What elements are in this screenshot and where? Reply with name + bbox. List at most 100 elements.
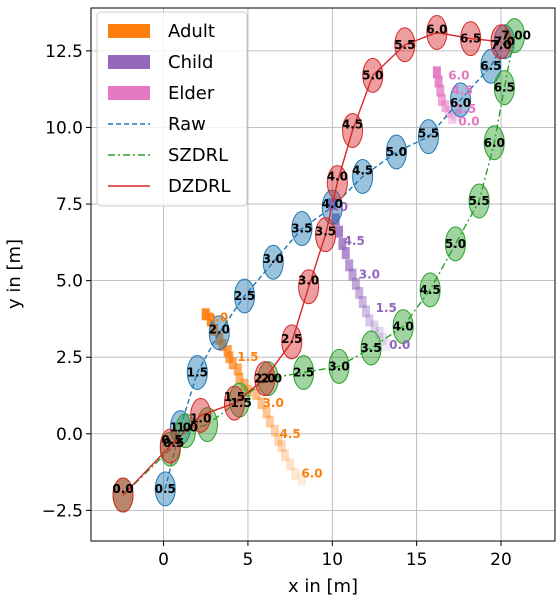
child-time-label: 3.0 <box>327 200 348 214</box>
szdrl-robot-marker <box>444 226 466 262</box>
szdrl-robot-marker <box>419 272 441 308</box>
child-pedestrian-marker <box>351 277 360 290</box>
series-layer <box>112 15 526 513</box>
dzdrl-time-label: 1.5 <box>224 390 245 404</box>
dzdrl-time-label: 0.0 <box>112 482 133 496</box>
legend-swatch-elder <box>108 86 150 100</box>
szdrl-robot-marker <box>504 18 526 54</box>
legend-label-raw: Raw <box>168 114 206 135</box>
dzdrl-robot-marker <box>190 397 212 433</box>
dzdrl-time-label: 4.5 <box>342 117 363 131</box>
dzdrl-robot-marker <box>298 269 320 305</box>
raw-time-label: 5.0 <box>386 145 407 159</box>
adult-pedestrian-marker <box>225 351 234 364</box>
y-tick-label: 2.5 <box>56 348 83 368</box>
adult-time-label: 0.0 <box>207 310 228 324</box>
szdrl-robot-marker <box>293 355 315 391</box>
adult-pedestrian-marker <box>262 406 271 419</box>
y-axis-label: y in [m] <box>4 239 25 309</box>
raw-robot-marker <box>385 134 407 170</box>
dzdrl-robot-marker <box>254 361 276 397</box>
szdrl-time-label: 5.5 <box>468 194 489 208</box>
dzdrl-time-label: 5.0 <box>362 68 383 82</box>
raw-time-label: 7.0 <box>494 35 515 49</box>
x-tick-label: 15 <box>406 550 428 570</box>
adult-pedestrian-marker <box>270 424 279 437</box>
child-pedestrian-marker <box>341 247 350 260</box>
child-time-label: 0.0 <box>389 338 410 352</box>
szdrl-robot-marker <box>468 183 490 219</box>
raw-robot-marker <box>291 211 313 247</box>
annotation-layer: 0.01.53.04.56.03.04.53.01.50.06.04.51.50… <box>112 22 531 495</box>
adult-pedestrian-marker <box>297 473 306 486</box>
child-pedestrian-marker <box>348 268 357 281</box>
szdrl-time-label: 3.0 <box>328 359 349 373</box>
raw-robot-marker <box>262 244 284 280</box>
adult-pedestrian-marker <box>206 314 215 327</box>
szdrl-robot-marker <box>493 70 515 106</box>
elder-time-label: 4.5 <box>452 84 473 98</box>
dzdrl-robot-marker <box>342 113 364 149</box>
dzdrl-time-label: 7.0 <box>490 38 511 52</box>
raw-time-label: 3.0 <box>263 252 284 266</box>
raw-time-label: 6.5 <box>480 59 501 73</box>
dzdrl-time-label: 0.5 <box>161 433 182 447</box>
elder-time-label: 1.5 <box>455 102 476 116</box>
legend-label-elder: Elder <box>168 83 215 104</box>
dzdrl-robot-marker <box>460 21 482 57</box>
dzdrl-robot-marker <box>326 165 348 201</box>
child-pedestrian-marker <box>375 326 384 339</box>
legend-label-child: Child <box>168 52 213 73</box>
szdrl-time-label: 0.5 <box>163 436 184 450</box>
szdrl-time-label: 6.0 <box>484 136 505 150</box>
child-pedestrian-marker <box>331 213 340 226</box>
y-tick-label: −2.5 <box>42 501 83 521</box>
adult-pedestrian-marker <box>252 387 261 400</box>
raw-time-label: 0.5 <box>155 482 176 496</box>
dzdrl-time-label: 6.0 <box>426 22 447 36</box>
dzdrl-robot-marker <box>159 428 181 464</box>
legend-label-adult: Adult <box>168 21 215 42</box>
child-pedestrian-marker <box>355 286 364 299</box>
raw-time-label: 4.0 <box>322 197 343 211</box>
szdrl-time-label: 1.0 <box>177 421 198 435</box>
legend-label-szdrl: SZDRL <box>168 145 228 166</box>
child-pedestrian-marker <box>362 305 371 318</box>
child-pedestrian-marker <box>378 332 387 345</box>
y-tick-label: 10.0 <box>45 118 83 138</box>
legend-swatch-child <box>108 55 150 69</box>
elder-pedestrian-marker <box>448 112 457 125</box>
dzdrl-robot-marker <box>426 15 448 51</box>
raw-robot-marker <box>186 355 208 391</box>
y-tick-label: 5.0 <box>56 272 83 292</box>
x-tick-label: 0 <box>158 550 169 570</box>
adult-time-label: 4.5 <box>279 427 300 441</box>
raw-time-label: 6.0 <box>450 96 471 110</box>
raw-time-label: 1.5 <box>187 366 208 380</box>
dzdrl-robot-marker <box>394 27 416 63</box>
szdrl-time-label: 4.5 <box>420 283 441 297</box>
szdrl-robot-marker <box>360 330 382 366</box>
adult-pedestrian-marker <box>277 440 286 453</box>
raw-time-label: 1.0 <box>170 421 191 435</box>
legend: Adult Child Elder Raw SZDRL DZDRL <box>96 11 248 207</box>
adult-pedestrian-marker <box>286 458 295 471</box>
child-pedestrian-marker <box>338 237 347 250</box>
elder-pedestrian-marker <box>454 106 463 119</box>
szdrl-time-label: 7.00 <box>501 29 531 43</box>
dzdrl-time-label: 4.0 <box>327 169 348 183</box>
adult-pedestrian-marker <box>210 323 219 336</box>
x-tick-label: 10 <box>321 550 343 570</box>
adult-time-label: 3.0 <box>263 396 284 410</box>
dzdrl-time-label: 2.5 <box>281 332 302 346</box>
elder-pedestrian-marker <box>441 100 450 113</box>
dzdrl-robot-marker <box>362 57 384 93</box>
adult-pedestrian-marker <box>265 415 274 428</box>
dzdrl-robot-marker <box>315 217 337 253</box>
child-pedestrian-marker <box>358 296 367 309</box>
dzdrl-robot-marker <box>112 477 134 513</box>
child-pedestrian-marker <box>365 314 374 327</box>
raw-path <box>164 41 506 490</box>
dzdrl-robot-marker <box>490 24 512 60</box>
